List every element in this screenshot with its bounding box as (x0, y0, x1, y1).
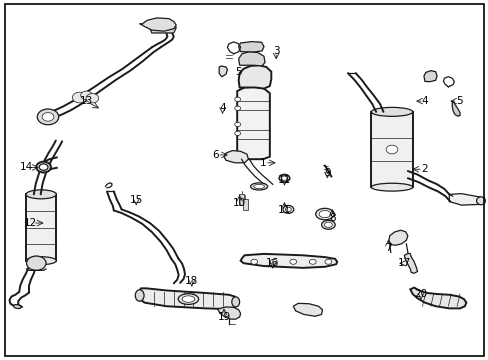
Text: 19: 19 (217, 312, 230, 322)
Polygon shape (240, 254, 336, 268)
Circle shape (86, 94, 99, 103)
Ellipse shape (39, 164, 48, 170)
Circle shape (26, 256, 46, 270)
Text: 9: 9 (324, 168, 330, 178)
Text: 11: 11 (277, 206, 290, 216)
Circle shape (250, 259, 257, 264)
Text: 5: 5 (455, 96, 462, 106)
Polygon shape (149, 24, 176, 33)
Circle shape (37, 109, 59, 125)
Polygon shape (219, 66, 227, 77)
Circle shape (234, 131, 240, 135)
Text: 13: 13 (79, 96, 92, 106)
Circle shape (234, 122, 240, 127)
Ellipse shape (182, 296, 194, 302)
Polygon shape (238, 51, 264, 66)
Polygon shape (224, 150, 248, 163)
Text: 14: 14 (20, 162, 33, 172)
Ellipse shape (279, 174, 289, 182)
Polygon shape (409, 288, 466, 309)
Circle shape (386, 145, 397, 154)
Ellipse shape (283, 206, 293, 213)
Ellipse shape (476, 197, 485, 205)
Polygon shape (423, 71, 436, 82)
Text: 17: 17 (397, 258, 410, 268)
Ellipse shape (319, 211, 330, 218)
Polygon shape (448, 194, 480, 205)
Ellipse shape (26, 190, 56, 199)
Polygon shape (137, 288, 237, 309)
Circle shape (81, 91, 92, 100)
Circle shape (325, 259, 331, 264)
Bar (370, 112, 412, 187)
Bar (242, 199, 248, 210)
Polygon shape (238, 65, 271, 89)
Circle shape (42, 113, 54, 121)
Ellipse shape (36, 162, 51, 172)
Polygon shape (404, 253, 417, 273)
Text: 5: 5 (234, 67, 241, 77)
Text: 18: 18 (185, 276, 198, 286)
Text: 6: 6 (211, 150, 218, 160)
Ellipse shape (321, 220, 334, 229)
Polygon shape (388, 230, 407, 245)
Ellipse shape (135, 290, 144, 301)
Text: 2: 2 (421, 164, 427, 174)
Polygon shape (217, 307, 240, 319)
Ellipse shape (253, 184, 264, 189)
Text: 3: 3 (272, 46, 279, 56)
Ellipse shape (281, 176, 287, 180)
Text: 11: 11 (277, 175, 290, 185)
Polygon shape (293, 303, 322, 316)
Polygon shape (140, 18, 176, 31)
Polygon shape (238, 41, 264, 52)
Bar (26, 194, 56, 261)
Bar (238, 194, 244, 205)
Circle shape (270, 259, 277, 264)
Ellipse shape (285, 207, 291, 212)
Ellipse shape (26, 257, 56, 265)
Ellipse shape (14, 305, 21, 309)
Text: 8: 8 (328, 213, 335, 222)
Text: 12: 12 (24, 218, 38, 228)
Text: 16: 16 (265, 258, 279, 268)
Ellipse shape (315, 208, 333, 220)
Text: 20: 20 (414, 289, 427, 299)
Ellipse shape (324, 222, 331, 228)
Text: 1: 1 (259, 158, 266, 168)
Ellipse shape (231, 297, 239, 307)
Circle shape (72, 92, 87, 103)
Circle shape (234, 106, 240, 111)
Text: 4: 4 (219, 103, 225, 113)
Polygon shape (237, 87, 269, 159)
Text: 7: 7 (384, 243, 391, 253)
Text: 10: 10 (233, 198, 245, 208)
Ellipse shape (178, 294, 198, 305)
Text: 15: 15 (129, 195, 142, 205)
Polygon shape (451, 101, 459, 116)
Text: 4: 4 (421, 96, 427, 106)
Ellipse shape (370, 107, 412, 116)
Circle shape (289, 259, 296, 264)
Ellipse shape (370, 183, 412, 191)
Circle shape (234, 97, 240, 102)
Circle shape (309, 259, 316, 264)
Ellipse shape (250, 183, 267, 190)
